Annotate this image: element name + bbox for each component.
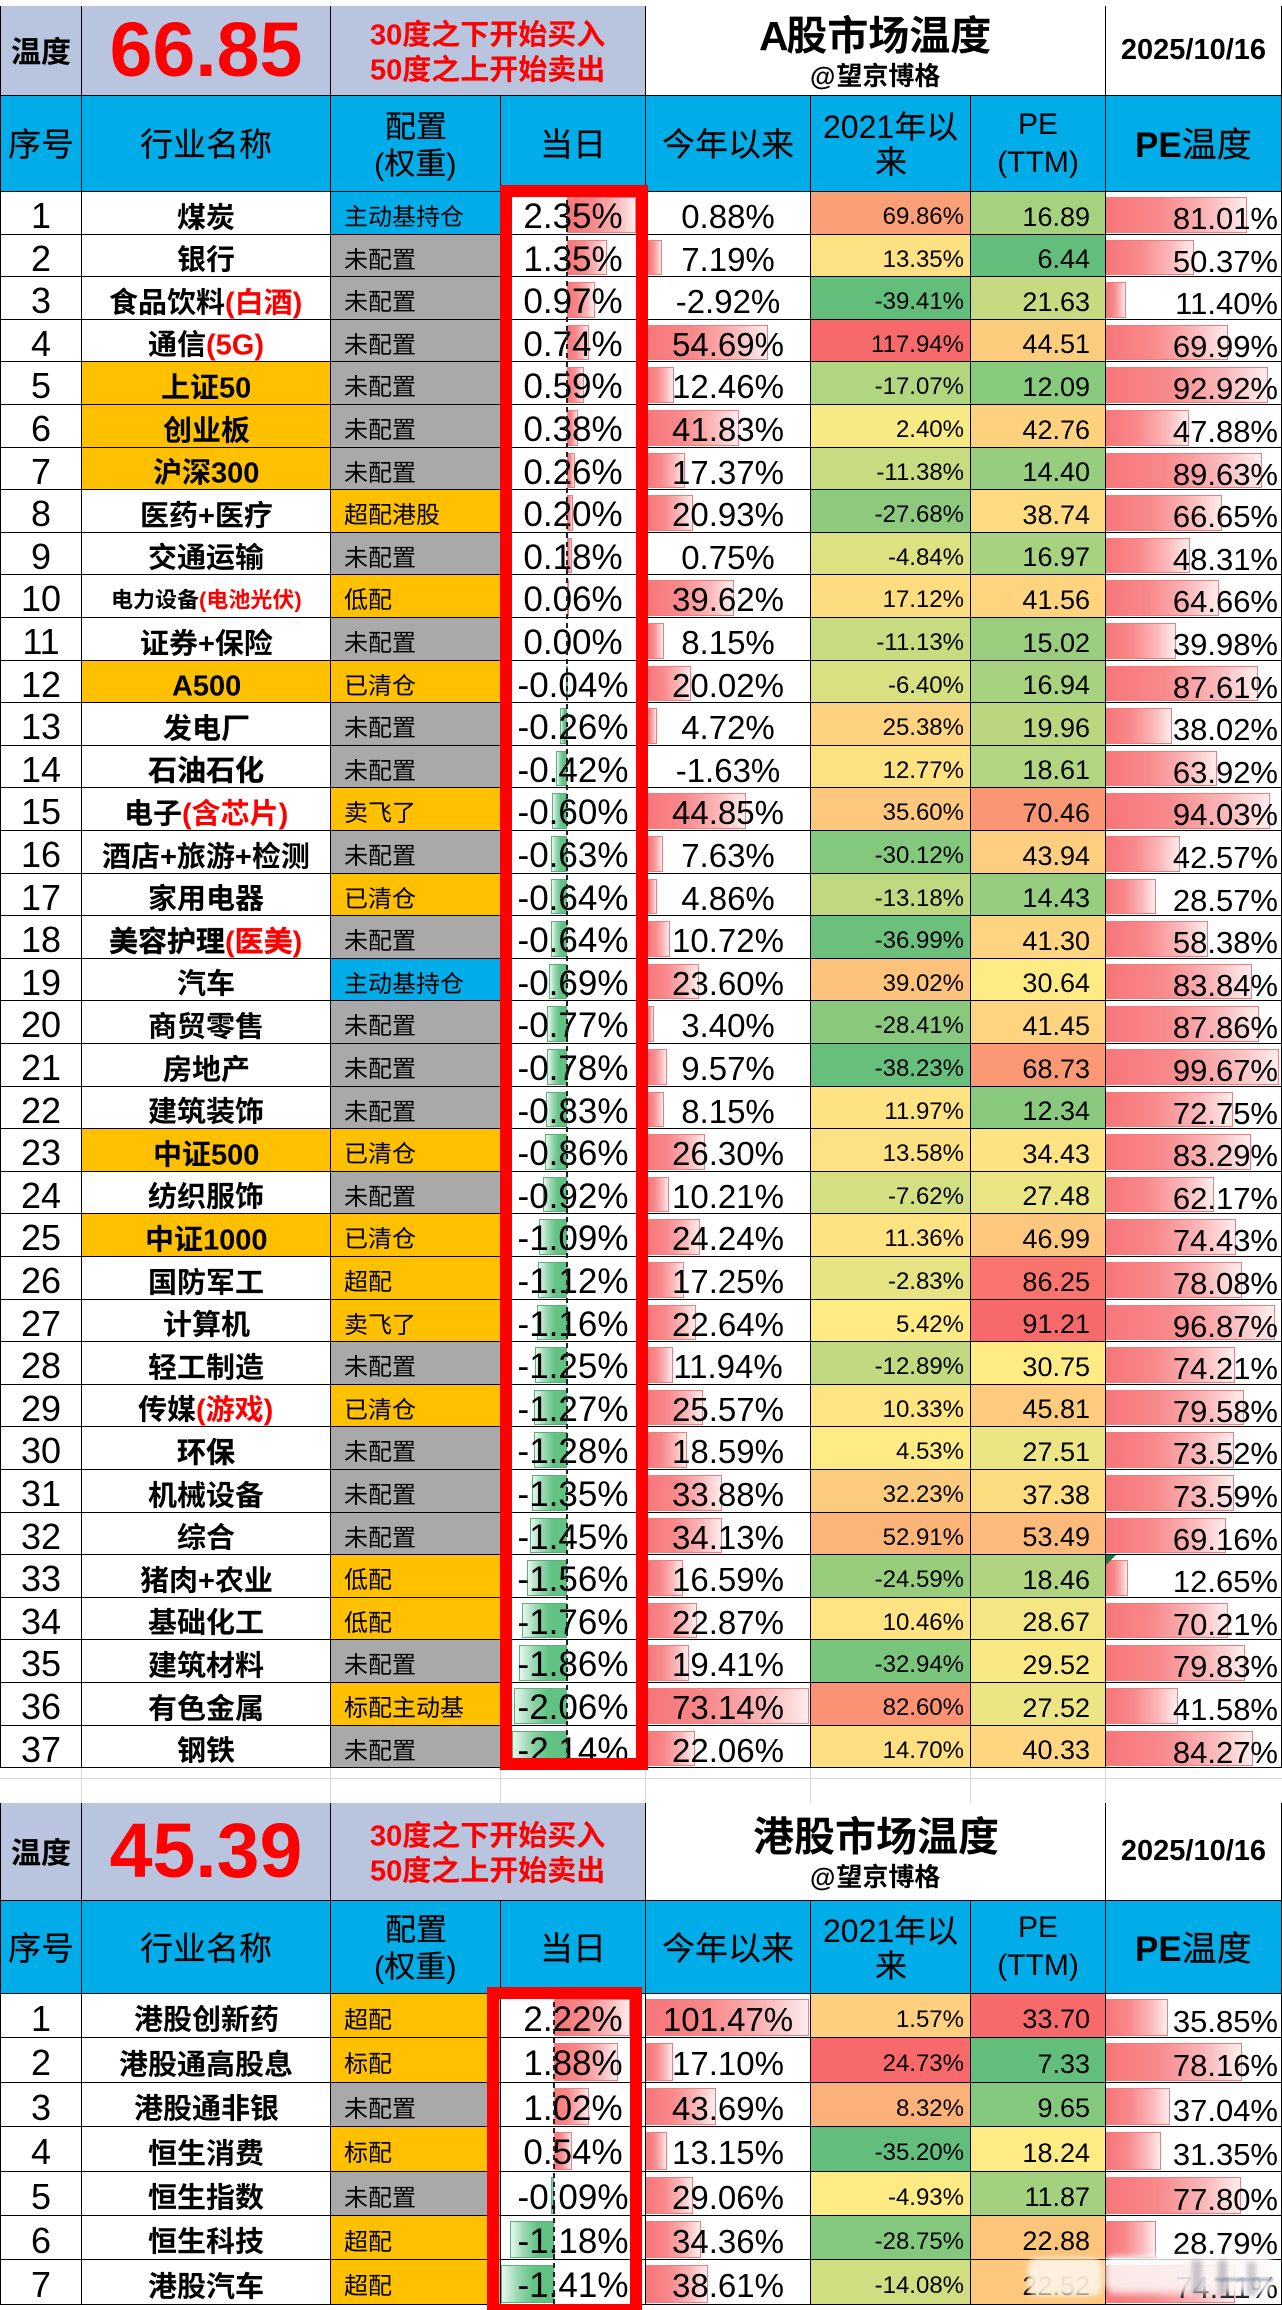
svg-text:+: +	[235, 841, 252, 873]
svg-text:50: 50	[219, 372, 251, 404]
svg-text:+: +	[160, 841, 177, 873]
svg-text:): )	[446, 1949, 456, 1984]
svg-text:+: +	[198, 1565, 215, 1597]
svg-text:50: 50	[370, 1855, 402, 1887]
svg-text:): )	[264, 1395, 274, 1427]
svg-text:1000: 1000	[203, 1224, 267, 1256]
svg-text:PE: PE	[1135, 126, 1182, 165]
svg-text:+: +	[198, 628, 215, 660]
svg-text:30: 30	[370, 19, 402, 51]
svg-text:(: (	[196, 1395, 206, 1427]
svg-text:(: (	[225, 926, 235, 958]
svg-text:50: 50	[370, 54, 402, 86]
svg-text:): )	[293, 926, 303, 958]
svg-text:(: (	[199, 587, 207, 612]
svg-text:@: @	[810, 60, 835, 90]
svg-text:+: +	[198, 500, 215, 532]
svg-text:(: (	[182, 798, 192, 830]
svg-text:): )	[294, 587, 301, 612]
svg-text:30: 30	[370, 1820, 402, 1852]
svg-text:): )	[293, 287, 303, 319]
svg-text:A500: A500	[172, 671, 241, 703]
svg-text:(: (	[374, 1949, 385, 1984]
svg-text:(: (	[225, 287, 235, 319]
svg-text:): )	[446, 146, 456, 181]
svg-text:@: @	[810, 1861, 835, 1891]
svg-text:300: 300	[211, 458, 259, 490]
svg-text:2021: 2021	[823, 1913, 894, 1949]
svg-text:PE: PE	[1135, 1929, 1182, 1968]
svg-text:500: 500	[211, 1139, 259, 1171]
svg-text:(: (	[374, 146, 385, 181]
svg-text:): )	[278, 798, 288, 830]
svg-text:(5G): (5G)	[206, 330, 264, 362]
svg-text:A: A	[759, 13, 789, 59]
svg-text:2021: 2021	[823, 109, 894, 145]
